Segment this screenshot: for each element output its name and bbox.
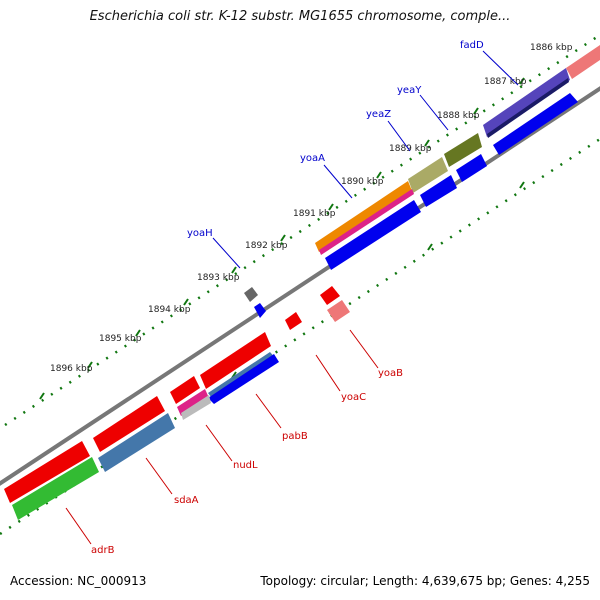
reverse-callouts bbox=[65, 329, 379, 545]
gene-label[interactable]: yeaZ bbox=[366, 109, 391, 120]
gene-bar[interactable] bbox=[208, 354, 279, 404]
forward-blue-genes bbox=[254, 93, 578, 318]
kbp-label: 1895 kbp bbox=[99, 334, 142, 344]
gene-bar[interactable] bbox=[200, 332, 271, 389]
gene-bar[interactable] bbox=[315, 181, 412, 252]
gene-label[interactable]: pabB bbox=[282, 431, 308, 442]
kbp-label: 1896 kbp bbox=[50, 364, 93, 374]
gene-bar[interactable] bbox=[444, 133, 482, 167]
gene-bar[interactable] bbox=[487, 78, 569, 138]
gene-label[interactable]: sdaA bbox=[174, 495, 199, 506]
gene-bar[interactable] bbox=[493, 93, 578, 155]
gene-bar[interactable] bbox=[483, 68, 570, 137]
map-title: Escherichia coli str. K-12 substr. MG165… bbox=[89, 9, 511, 24]
gene-label[interactable]: adrB bbox=[91, 545, 115, 556]
chromosome-backbone bbox=[0, 86, 600, 486]
kbp-label: 1887 kbp bbox=[484, 77, 527, 87]
accession-text: Accession: NC_000913 bbox=[10, 574, 147, 588]
gene-bar[interactable] bbox=[420, 175, 457, 207]
kbp-label: 1890 kbp bbox=[341, 177, 384, 187]
gene-label[interactable]: yeaY bbox=[397, 85, 422, 96]
gene-bar[interactable] bbox=[98, 413, 175, 472]
kbp-label: 1888 kbp bbox=[437, 111, 480, 121]
forward-colored-genes bbox=[244, 45, 600, 302]
gene-bar[interactable] bbox=[566, 45, 600, 79]
kbp-label: 1891 kbp bbox=[293, 209, 336, 219]
gene-bar[interactable] bbox=[456, 154, 487, 182]
gene-label[interactable]: yoaH bbox=[187, 228, 213, 239]
tick-track-upper bbox=[4, 33, 600, 427]
gene-bar[interactable] bbox=[170, 376, 200, 404]
topology-text: Topology: circular; Length: 4,639,675 bp… bbox=[260, 574, 590, 588]
kbp-label: 1894 kbp bbox=[148, 305, 191, 315]
gene-bar[interactable] bbox=[325, 200, 421, 270]
gene-bar[interactable] bbox=[285, 312, 302, 330]
gene-label[interactable]: yoaA bbox=[300, 153, 325, 164]
kbp-label: 1886 kbp bbox=[530, 43, 573, 53]
gene-label[interactable]: yoaB bbox=[378, 368, 403, 379]
gene-bar[interactable] bbox=[319, 189, 414, 255]
gene-bar[interactable] bbox=[12, 457, 99, 520]
gene-label[interactable]: fadD bbox=[460, 40, 484, 51]
gene-bar[interactable] bbox=[93, 396, 165, 452]
gene-label[interactable]: nudL bbox=[233, 460, 258, 471]
gene-bar[interactable] bbox=[408, 157, 448, 193]
kbp-label: 1889 kbp bbox=[389, 144, 432, 154]
gene-bar[interactable] bbox=[244, 287, 258, 302]
kbp-label: 1893 kbp bbox=[197, 273, 240, 283]
gene-label[interactable]: yoaC bbox=[341, 392, 366, 403]
reverse-genes bbox=[4, 286, 350, 520]
kbp-label: 1892 kbp bbox=[245, 241, 288, 251]
gene-bar[interactable] bbox=[320, 286, 340, 305]
gene-bar[interactable] bbox=[254, 303, 266, 318]
gene-bar[interactable] bbox=[177, 389, 209, 416]
forward-callouts bbox=[212, 50, 519, 269]
gene-bar[interactable] bbox=[327, 300, 350, 322]
gene-bar[interactable] bbox=[4, 441, 90, 503]
gene-bar[interactable] bbox=[181, 395, 211, 420]
